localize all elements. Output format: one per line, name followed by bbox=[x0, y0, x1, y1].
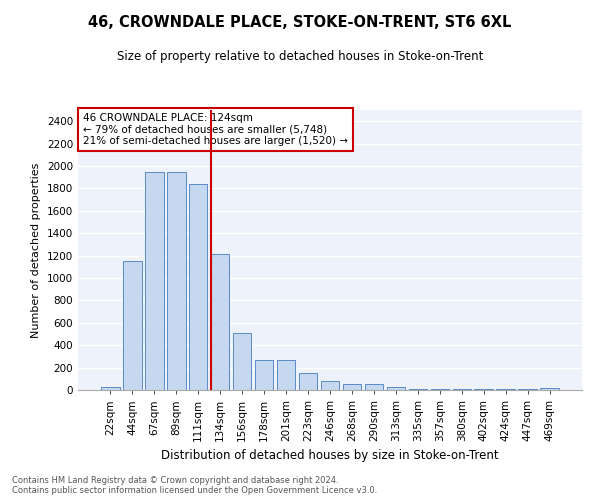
Bar bbox=[189, 184, 208, 390]
Bar bbox=[343, 384, 361, 390]
Bar bbox=[101, 386, 119, 390]
Bar bbox=[320, 381, 340, 390]
Bar bbox=[475, 389, 493, 390]
Bar bbox=[299, 372, 317, 390]
Text: 46 CROWNDALE PLACE: 124sqm
← 79% of detached houses are smaller (5,748)
21% of s: 46 CROWNDALE PLACE: 124sqm ← 79% of deta… bbox=[83, 113, 348, 146]
Bar bbox=[386, 387, 405, 390]
Bar bbox=[255, 360, 274, 390]
Y-axis label: Number of detached properties: Number of detached properties bbox=[31, 162, 41, 338]
Bar bbox=[277, 360, 295, 390]
Bar bbox=[123, 261, 142, 390]
X-axis label: Distribution of detached houses by size in Stoke-on-Trent: Distribution of detached houses by size … bbox=[161, 450, 499, 462]
Bar bbox=[541, 388, 559, 390]
Bar bbox=[431, 389, 449, 390]
Bar bbox=[365, 384, 383, 390]
Bar bbox=[167, 172, 185, 390]
Text: Contains HM Land Registry data © Crown copyright and database right 2024.: Contains HM Land Registry data © Crown c… bbox=[12, 476, 338, 485]
Bar bbox=[452, 389, 471, 390]
Text: Size of property relative to detached houses in Stoke-on-Trent: Size of property relative to detached ho… bbox=[117, 50, 483, 63]
Text: 46, CROWNDALE PLACE, STOKE-ON-TRENT, ST6 6XL: 46, CROWNDALE PLACE, STOKE-ON-TRENT, ST6… bbox=[88, 15, 512, 30]
Bar bbox=[145, 172, 164, 390]
Bar bbox=[233, 333, 251, 390]
Bar bbox=[211, 254, 229, 390]
Text: Contains public sector information licensed under the Open Government Licence v3: Contains public sector information licen… bbox=[12, 486, 377, 495]
Bar bbox=[409, 389, 427, 390]
